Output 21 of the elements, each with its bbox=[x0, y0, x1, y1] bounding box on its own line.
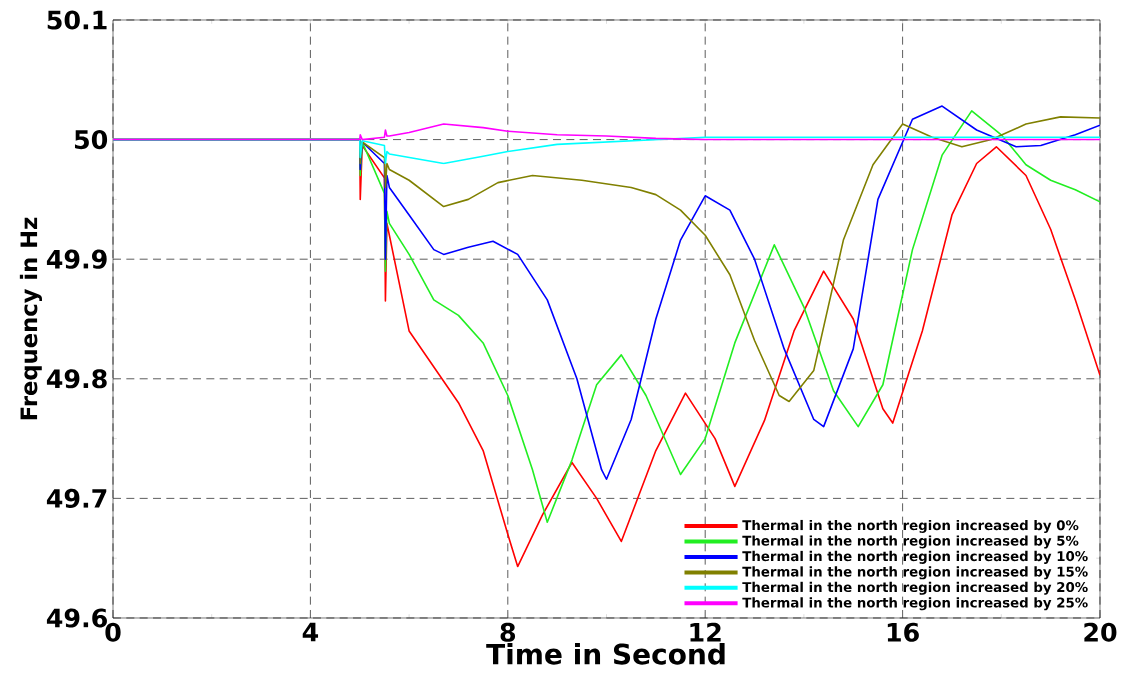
legend-label: Thermal in the north region increased by 20% bbox=[742, 581, 1088, 595]
x-tick-label: 12 bbox=[690, 622, 721, 642]
y-tick-label: 50.1 bbox=[47, 10, 107, 30]
y-tick-label: 49.9 bbox=[46, 249, 107, 269]
x-tick-label: 8 bbox=[500, 622, 516, 642]
legend-label: Thermal in the north region increased by 15% bbox=[742, 566, 1088, 580]
y-tick-label: 49.8 bbox=[46, 369, 107, 389]
y-axis-title: Frequency in Hz bbox=[19, 217, 42, 420]
x-axis-title: Time in Second bbox=[486, 643, 725, 665]
legend-label: Thermal in the north region increased by 5% bbox=[742, 535, 1079, 549]
x-tick-label: 0 bbox=[105, 622, 121, 642]
legend-label: Thermal in the north region increased by 25% bbox=[742, 597, 1088, 611]
x-tick-label: 4 bbox=[302, 622, 319, 642]
line-series bbox=[113, 123, 1100, 141]
x-tick-label: 16 bbox=[887, 622, 919, 642]
y-tick-label: 49.6 bbox=[46, 608, 107, 628]
legend-label: Thermal in the north region increased by 0% bbox=[742, 519, 1079, 533]
y-tick-label: 49.7 bbox=[46, 488, 107, 508]
legend-label: Thermal in the north region increased by 10% bbox=[742, 550, 1088, 564]
y-tick-label: 50 bbox=[74, 130, 108, 150]
x-tick-label: 20 bbox=[1084, 622, 1117, 642]
